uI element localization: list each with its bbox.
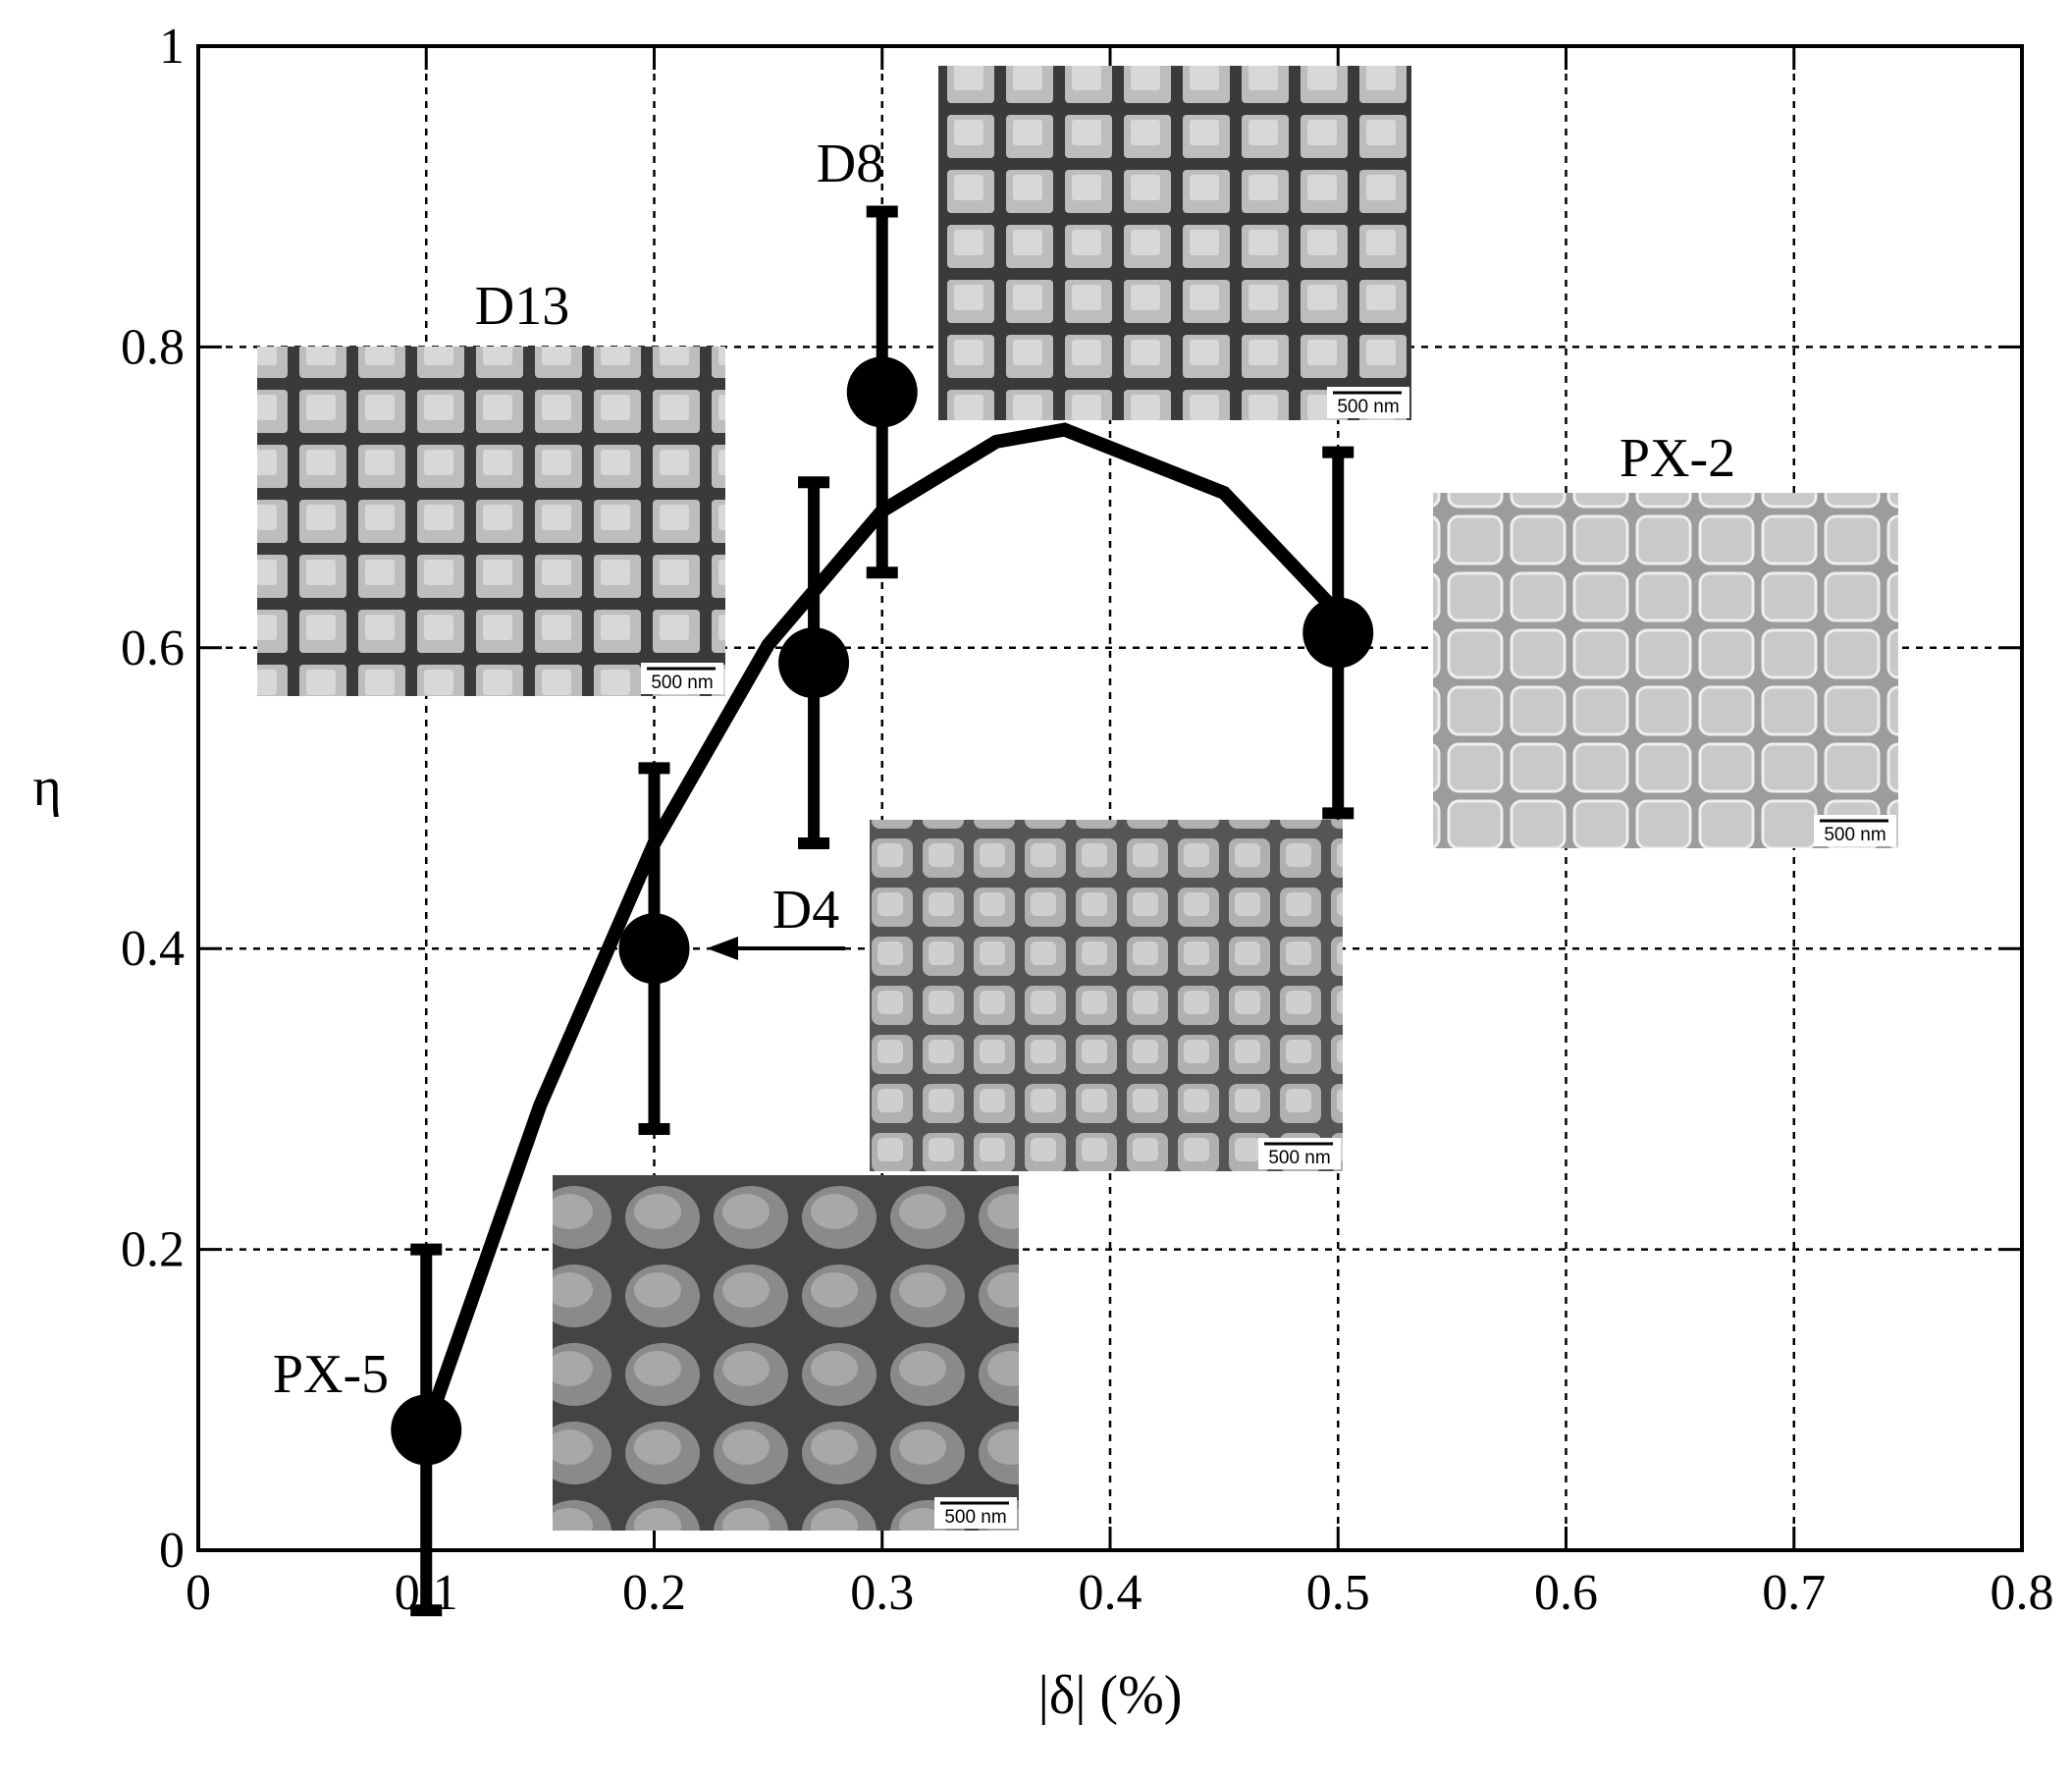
x-axis-label: |δ| (%) bbox=[1038, 1665, 1183, 1726]
scale-bar-label: 500 nm bbox=[651, 673, 713, 693]
scale-bar-label: 500 nm bbox=[1824, 825, 1886, 845]
y-tick-label: 0.4 bbox=[121, 921, 185, 977]
y-tick-label: 1 bbox=[159, 19, 185, 75]
micrograph bbox=[1433, 493, 1898, 848]
x-tick-label: 0.5 bbox=[1306, 1565, 1370, 1621]
y-tick-label: 0.8 bbox=[121, 319, 185, 375]
micrograph bbox=[257, 347, 725, 696]
data-point bbox=[1302, 597, 1374, 669]
data-point bbox=[846, 356, 918, 428]
x-tick-label: 0.7 bbox=[1762, 1565, 1826, 1621]
y-tick-label: 0.2 bbox=[121, 1222, 185, 1278]
scale-bar-label: 500 nm bbox=[944, 1507, 1006, 1528]
insets: 500 nm D13 500 nm D8 500 nm PX-2 500 nm D4 500 n… bbox=[257, 66, 1898, 1531]
inset-label: PX-5 bbox=[273, 1344, 389, 1405]
y-axis-label: η bbox=[32, 757, 61, 818]
y-tick-label: 0 bbox=[159, 1523, 185, 1579]
inset-label: PX-2 bbox=[1620, 428, 1735, 489]
scale-bar-label: 500 nm bbox=[1268, 1148, 1330, 1168]
data-point bbox=[618, 913, 690, 985]
data-point bbox=[778, 627, 850, 699]
x-tick-label: 0.3 bbox=[850, 1565, 914, 1621]
x-tick-label: 0 bbox=[186, 1565, 211, 1621]
y-tick-label: 0.6 bbox=[121, 620, 185, 676]
data-point bbox=[391, 1394, 462, 1466]
plot-frame bbox=[196, 44, 2024, 1552]
micrograph bbox=[938, 66, 1411, 420]
x-tick-label: 0.8 bbox=[1991, 1565, 2054, 1621]
micrograph bbox=[870, 820, 1343, 1171]
inset-label: D4 bbox=[772, 880, 839, 941]
x-tick-label: 0.6 bbox=[1534, 1565, 1598, 1621]
micrograph bbox=[553, 1175, 1019, 1531]
arrow-head bbox=[707, 937, 738, 960]
scale-bar-label: 500 nm bbox=[1337, 397, 1399, 417]
inset-label: D8 bbox=[817, 134, 883, 194]
inset-label: D13 bbox=[475, 276, 569, 337]
marks bbox=[391, 205, 1374, 1617]
x-tick-label: 0.2 bbox=[622, 1565, 686, 1621]
x-tick-label: 0.4 bbox=[1079, 1565, 1142, 1621]
